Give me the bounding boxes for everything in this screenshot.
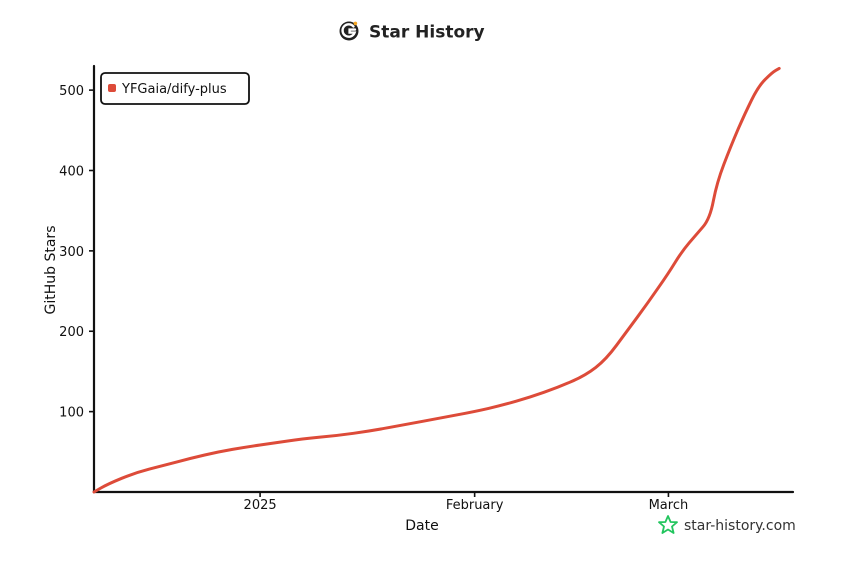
watermark: star-history.com bbox=[658, 515, 796, 534]
chart-title: Star History bbox=[369, 23, 485, 43]
y-tick-label: 400 bbox=[59, 164, 84, 179]
legend-box bbox=[100, 72, 250, 105]
series-line bbox=[92, 66, 781, 494]
x-tick-group: 2025 February March bbox=[244, 492, 689, 513]
y-tick-label: 300 bbox=[59, 245, 84, 260]
x-tick-label: March bbox=[649, 498, 689, 513]
legend-swatch bbox=[108, 84, 116, 92]
star-outline-icon bbox=[658, 515, 678, 534]
x-axis-line bbox=[92, 490, 795, 494]
series-layer bbox=[92, 66, 781, 494]
y-tick-label: 500 bbox=[59, 84, 84, 99]
x-tick-label: February bbox=[446, 498, 504, 513]
y-tick-label: 100 bbox=[59, 406, 84, 421]
y-axis-label: GitHub Stars bbox=[43, 226, 59, 315]
x-axis-label: Date bbox=[405, 518, 438, 534]
watermark-text: star-history.com bbox=[684, 518, 796, 534]
y-tick-group: 100 200 300 400 500 bbox=[59, 84, 94, 421]
y-tick-label: 200 bbox=[59, 325, 84, 340]
x-tick-label: 2025 bbox=[244, 498, 277, 513]
chart-title-group: Star History bbox=[339, 21, 485, 43]
legend: YFGaia/dify-plus bbox=[100, 72, 250, 105]
legend-label: YFGaia/dify-plus bbox=[121, 82, 227, 97]
star-history-logo-icon bbox=[339, 21, 359, 41]
